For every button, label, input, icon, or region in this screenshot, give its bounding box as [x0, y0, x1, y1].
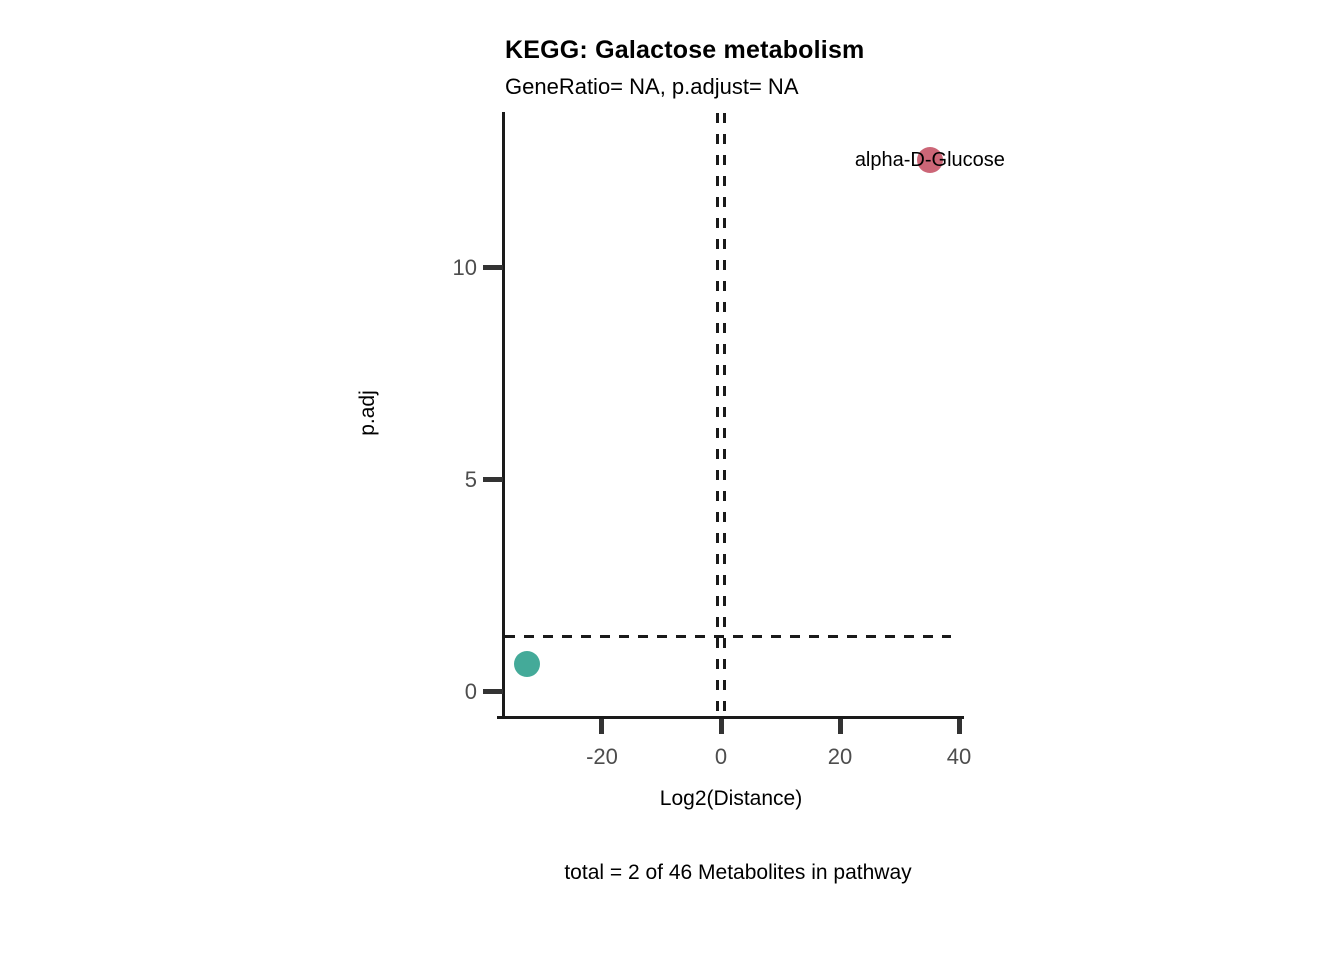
x-axis-tick-label: 0 [714, 744, 728, 769]
data-point [916, 146, 943, 173]
x-axis-tick-label: 40 [946, 744, 972, 769]
chart-title: KEGG: Galactose metabolism [505, 36, 865, 64]
foldchange-threshold-line [715, 113, 719, 717]
y-axis-tick [483, 689, 503, 695]
y-axis-title: p.adj [356, 390, 379, 436]
y-axis-tick [483, 265, 503, 271]
y-axis-tick [483, 477, 503, 483]
x-axis-line [497, 716, 964, 719]
x-axis-title: Log2(Distance) [659, 787, 803, 810]
x-axis-tick [837, 719, 843, 734]
x-axis-tick [718, 719, 724, 734]
y-axis-tick-label: 5 [464, 466, 477, 492]
data-point-label: alpha-D-Glucose [854, 148, 1005, 171]
x-axis-tick-label: -20 [586, 744, 618, 769]
y-axis-tick-label: 0 [464, 678, 477, 704]
figure-caption: total = 2 of 46 Metabolites in pathway [564, 861, 912, 884]
data-point [514, 651, 541, 678]
pvalue-threshold-line [505, 634, 951, 638]
y-axis-line [502, 112, 505, 719]
chart-subtitle: GeneRatio= NA, p.adjust= NA [505, 74, 799, 99]
x-axis-tick-label: 20 [827, 744, 853, 769]
x-axis-tick [599, 719, 605, 734]
x-axis-tick [956, 719, 962, 734]
y-axis-tick-label: 10 [452, 254, 477, 280]
foldchange-threshold-line [723, 113, 727, 717]
